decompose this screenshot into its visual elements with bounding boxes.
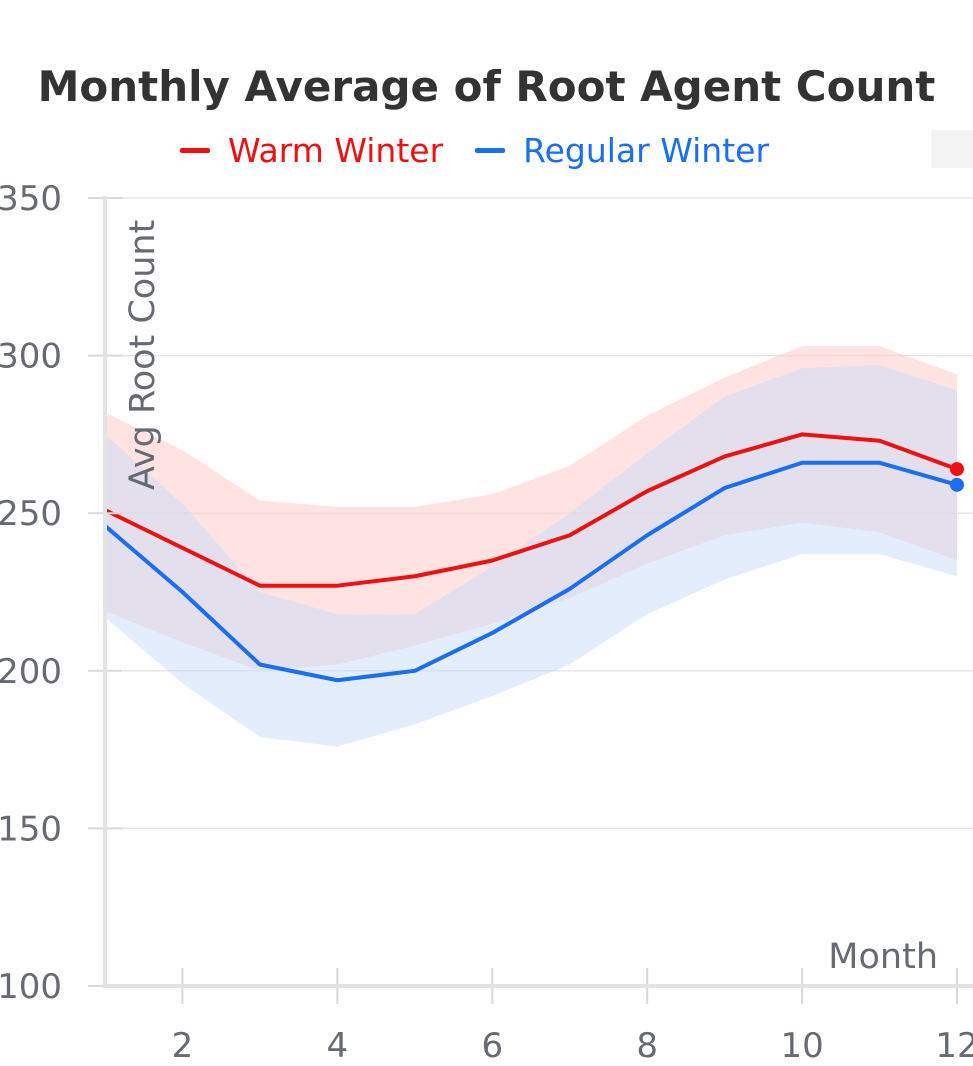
y-tick-label: 300 [0, 337, 62, 377]
x-axis-title: Month [828, 937, 938, 977]
legend-swatch-warm-winter [180, 147, 210, 153]
series-lines [103, 432, 964, 683]
x-tick-label: 2 [172, 1026, 194, 1066]
legend-scroll-area [931, 130, 973, 168]
y-tick-label: 250 [0, 494, 62, 534]
band-regular-winter [105, 365, 957, 747]
chart-title: Monthly Average of Root Agent Count [37, 62, 936, 111]
series-line-regular-winter [103, 460, 958, 683]
series-line-warm-winter [104, 432, 958, 588]
end-point-warm-winter [950, 462, 964, 477]
x-tick-label: 4 [327, 1026, 349, 1066]
x-tick-label: 8 [636, 1026, 658, 1066]
x-tick-label: 10 [780, 1026, 823, 1066]
y-tick-label: 150 [0, 809, 62, 849]
legend-swatch-regular-winter [475, 147, 506, 153]
end-point-regular-winter [950, 477, 964, 492]
confidence-bands [105, 346, 957, 747]
legend: Warm Winter Regular Winter [180, 128, 801, 172]
y-axis-title: Avg Root Count [123, 220, 163, 490]
y-tick-label: 100 [0, 967, 62, 1007]
legend-label-regular-winter: Regular Winter [523, 130, 770, 170]
axes [88, 196, 973, 1004]
x-tick-label: 6 [481, 1026, 503, 1066]
legend-item-warm-winter[interactable]: Warm Winter [180, 131, 443, 170]
y-tick-label: 350 [0, 179, 62, 219]
x-tick-label: 12 [935, 1026, 973, 1066]
legend-label-warm-winter: Warm Winter [228, 130, 444, 170]
tick-labels: 100 150 200 250 300 350 2 4 6 8 10 12 [0, 179, 973, 1066]
legend-item-regular-winter[interactable]: Regular Winter [475, 131, 769, 170]
y-tick-label: 200 [0, 652, 62, 692]
